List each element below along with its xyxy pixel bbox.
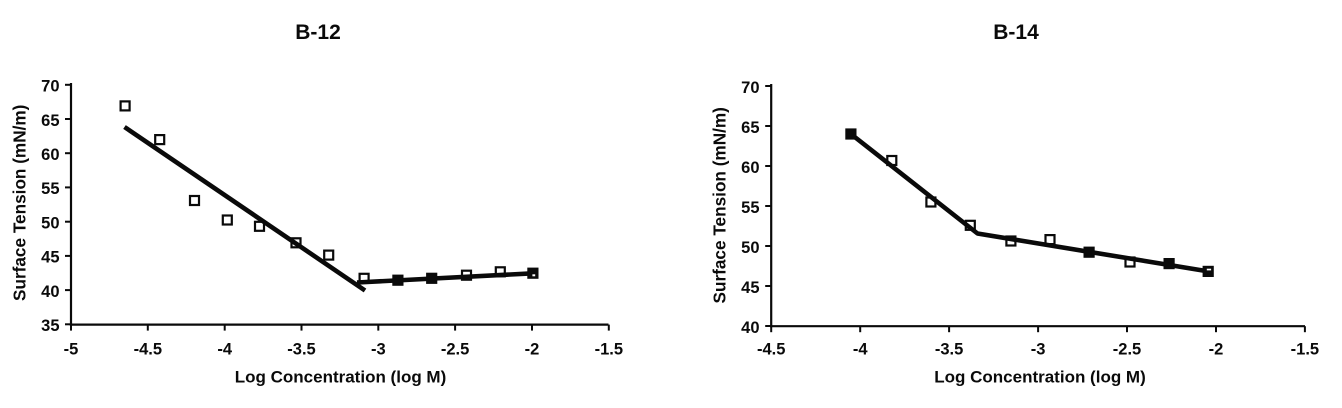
svg-text:65: 65: [741, 119, 759, 137]
svg-text:-2.5: -2.5: [1113, 341, 1141, 359]
svg-text:-2: -2: [1209, 341, 1224, 359]
svg-text:-4: -4: [853, 341, 868, 359]
svg-text:70: 70: [41, 78, 59, 96]
svg-text:40: 40: [41, 283, 59, 301]
svg-text:-3: -3: [1031, 341, 1046, 359]
svg-text:B-14: B-14: [993, 21, 1039, 44]
svg-text:-3.5: -3.5: [935, 341, 963, 359]
svg-text:45: 45: [41, 249, 59, 267]
svg-text:-2: -2: [525, 341, 540, 359]
svg-text:65: 65: [41, 112, 59, 130]
svg-text:-1.5: -1.5: [1291, 341, 1319, 359]
svg-text:55: 55: [741, 199, 759, 217]
svg-text:Surface Tension (mN/m): Surface Tension (mN/m): [710, 107, 730, 303]
svg-text:Surface Tension (mN/m): Surface Tension (mN/m): [10, 105, 30, 301]
svg-text:B-12: B-12: [295, 21, 341, 44]
svg-text:Log Concentration (log M): Log Concentration (log M): [934, 367, 1146, 386]
svg-text:70: 70: [741, 79, 759, 97]
svg-text:50: 50: [741, 239, 759, 257]
svg-text:-4.5: -4.5: [134, 341, 162, 359]
svg-text:45: 45: [741, 279, 759, 297]
svg-text:-5: -5: [64, 341, 79, 359]
svg-text:-3.5: -3.5: [287, 341, 315, 359]
svg-text:Log Concentration (log M): Log Concentration (log M): [235, 367, 447, 386]
svg-text:-2.5: -2.5: [441, 341, 469, 359]
svg-text:-4.5: -4.5: [757, 341, 785, 359]
svg-text:55: 55: [41, 180, 59, 198]
svg-text:-1.5: -1.5: [595, 341, 623, 359]
svg-text:60: 60: [741, 159, 759, 177]
svg-text:40: 40: [741, 319, 759, 337]
svg-text:50: 50: [41, 215, 59, 233]
svg-text:60: 60: [41, 146, 59, 164]
svg-text:-4: -4: [217, 341, 232, 359]
svg-text:-3: -3: [371, 341, 386, 359]
svg-text:35: 35: [41, 317, 59, 335]
